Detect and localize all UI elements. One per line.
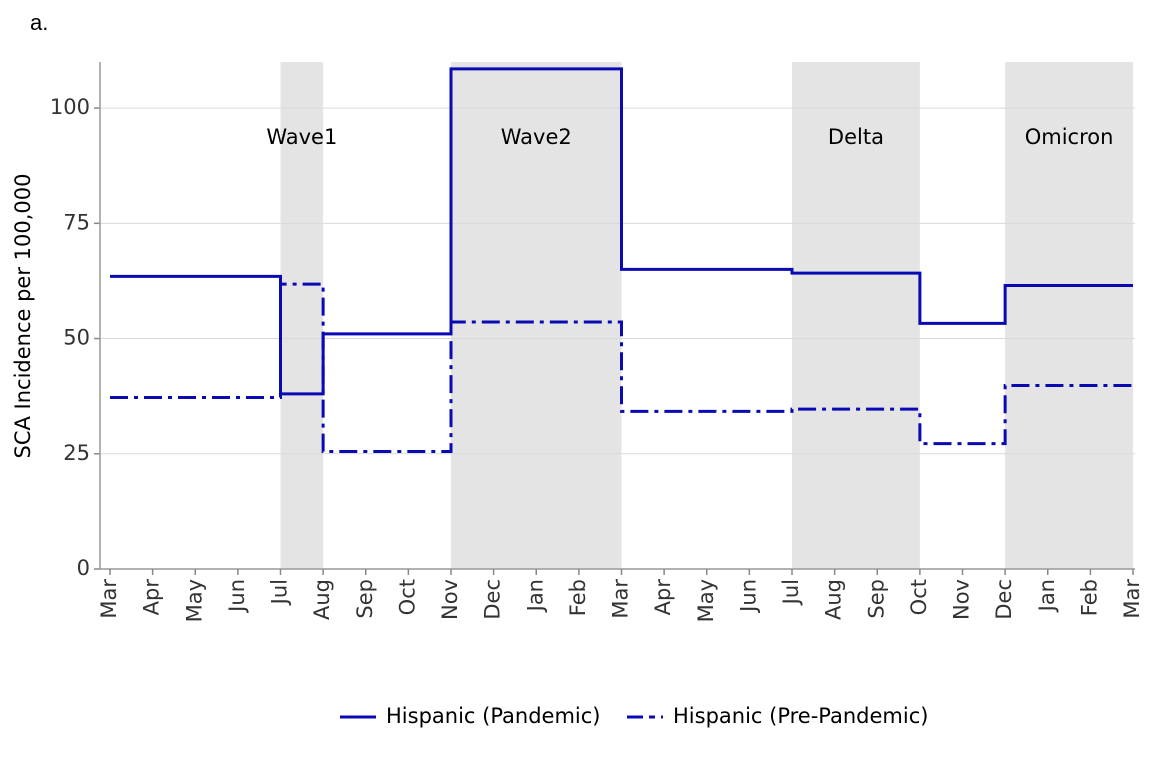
- x-tick-label: Sep: [864, 579, 888, 619]
- x-tick-label: Jul: [268, 579, 292, 606]
- legend-label: Hispanic (Pre-Pandemic): [673, 704, 928, 728]
- period-band: [451, 62, 622, 569]
- y-axis-label: SCA Incidence per 100,000: [11, 173, 35, 458]
- x-tick-label: Jul: [779, 579, 803, 606]
- x-tick-label: May: [694, 579, 718, 622]
- y-tick-label: 100: [50, 95, 90, 119]
- period-band: [792, 62, 920, 569]
- x-tick-label: May: [182, 579, 206, 622]
- x-tick-label: Dec: [481, 579, 505, 620]
- x-tick-label: Dec: [992, 579, 1016, 620]
- x-tick-label: Mar: [97, 579, 121, 619]
- legend-label: Hispanic (Pandemic): [386, 704, 601, 728]
- panel-label: a.: [30, 10, 48, 35]
- period-label: Wave2: [501, 125, 572, 149]
- x-tick-label: Feb: [566, 579, 590, 616]
- step-line: [110, 67, 1133, 396]
- period-label: Wave1: [266, 125, 337, 149]
- x-tick-label: Jan: [523, 579, 547, 613]
- x-tick-label: Mar: [1120, 579, 1144, 619]
- period-band: [280, 62, 324, 569]
- x-tick-label: Nov: [438, 579, 462, 620]
- period-label: Omicron: [1025, 125, 1114, 149]
- period-label: Delta: [828, 125, 884, 149]
- x-tick-label: Aug: [310, 579, 334, 620]
- x-tick-label: Jan: [1035, 579, 1059, 613]
- x-tick-label: Aug: [822, 579, 846, 620]
- y-tick-label: 75: [63, 210, 90, 234]
- y-tick-label: 25: [63, 441, 90, 465]
- y-tick-label: 0: [77, 556, 90, 580]
- x-tick-label: Apr: [651, 579, 675, 616]
- x-tick-label: Nov: [950, 579, 974, 620]
- x-tick-label: Apr: [140, 579, 164, 616]
- period-band: [1005, 62, 1133, 569]
- step-line: [110, 282, 1133, 453]
- x-tick-label: Oct: [395, 579, 419, 615]
- x-tick-label: Mar: [609, 579, 633, 619]
- x-tick-label: Feb: [1077, 579, 1101, 616]
- x-tick-label: Jun: [225, 579, 249, 614]
- x-tick-label: Jun: [736, 579, 760, 614]
- x-tick-label: Oct: [907, 579, 931, 615]
- y-tick-label: 50: [63, 326, 90, 350]
- x-tick-label: Sep: [353, 579, 377, 619]
